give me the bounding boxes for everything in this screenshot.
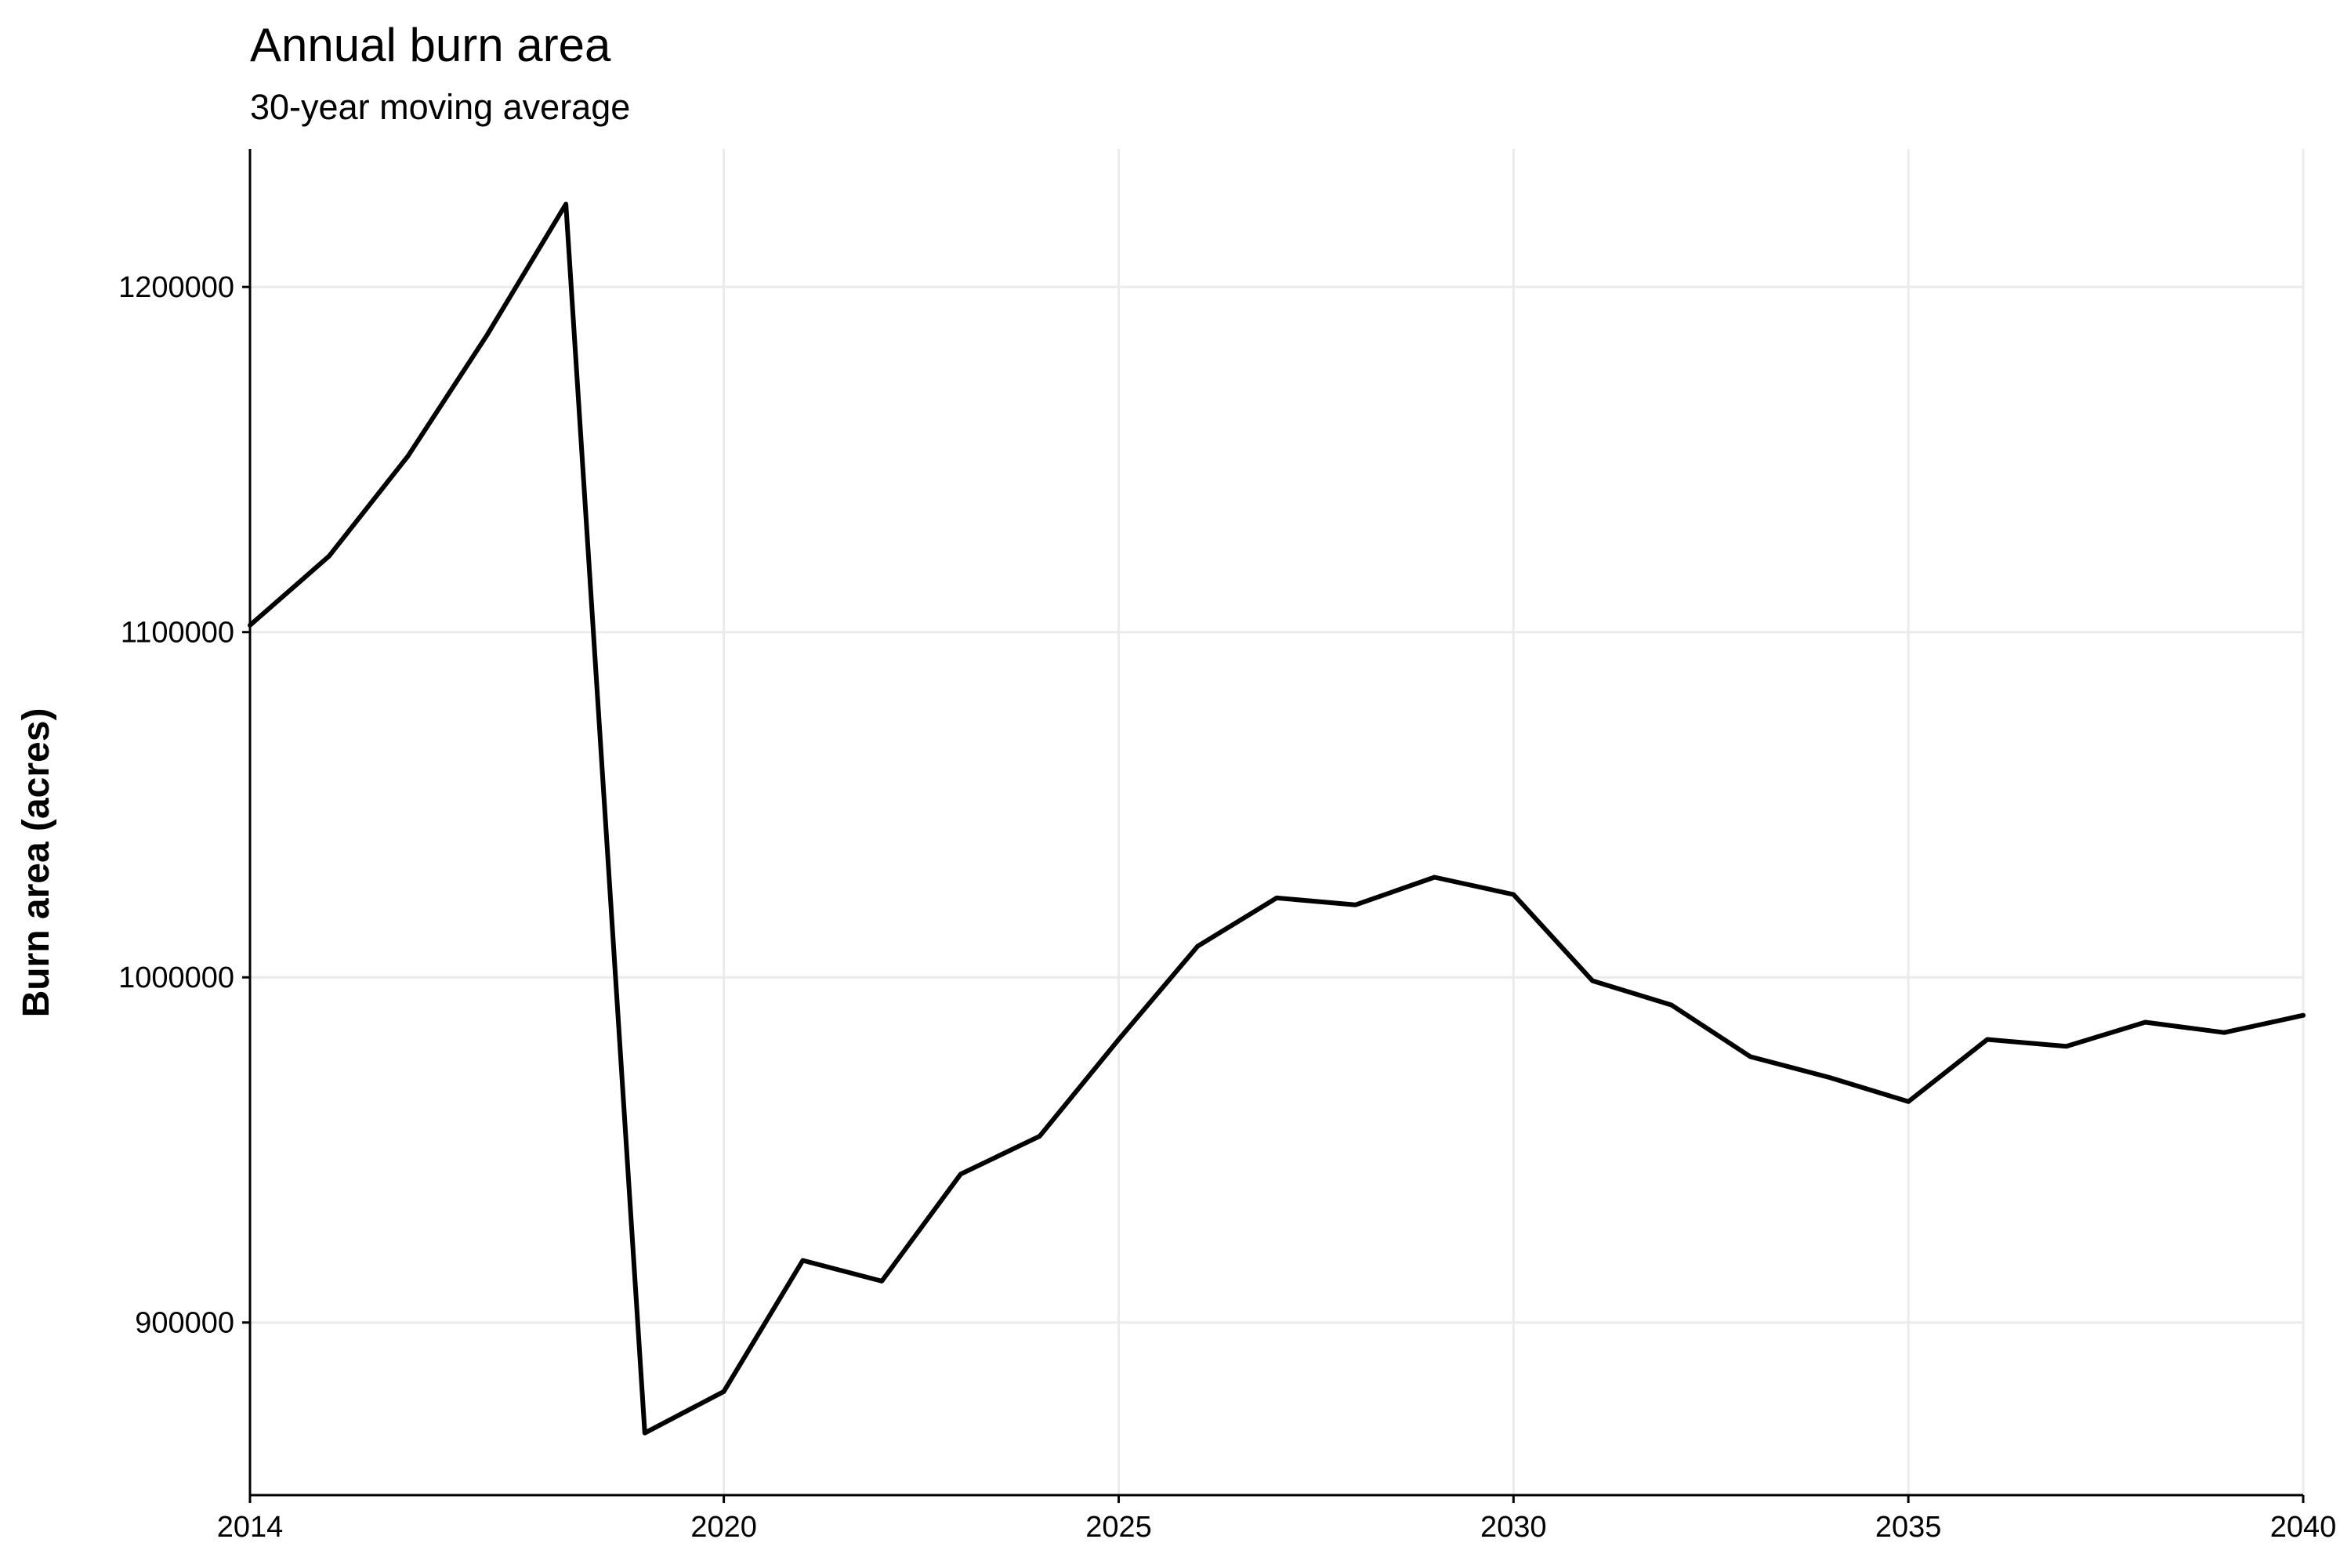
x-tick-label: 2035 <box>1875 1511 1942 1544</box>
y-tick-label: 1000000 <box>118 961 234 994</box>
series-layer <box>248 201 2306 1436</box>
x-tick-label: 2025 <box>1085 1511 1152 1544</box>
x-tick-label: 2014 <box>217 1511 284 1544</box>
x-tick-label: 2030 <box>1480 1511 1547 1544</box>
series-line <box>248 201 2306 1436</box>
y-tick-label: 1100000 <box>121 617 234 650</box>
y-tick-label: 1200000 <box>118 271 234 304</box>
tick-labels: 900000 1000000 1100000 1200000 2014 2020 2025 2… <box>118 271 2336 1544</box>
chart-title: Annual burn area <box>250 19 611 71</box>
x-tick-label: 2020 <box>690 1511 757 1544</box>
grid <box>250 149 2305 1495</box>
x-tick-label: 2040 <box>2270 1511 2337 1544</box>
y-tick-label: 900000 <box>135 1307 234 1340</box>
y-axis-title: Burn area (acres) <box>16 708 57 1018</box>
axes <box>242 149 2305 1503</box>
chart-subtitle: 30-year moving average <box>250 87 630 127</box>
